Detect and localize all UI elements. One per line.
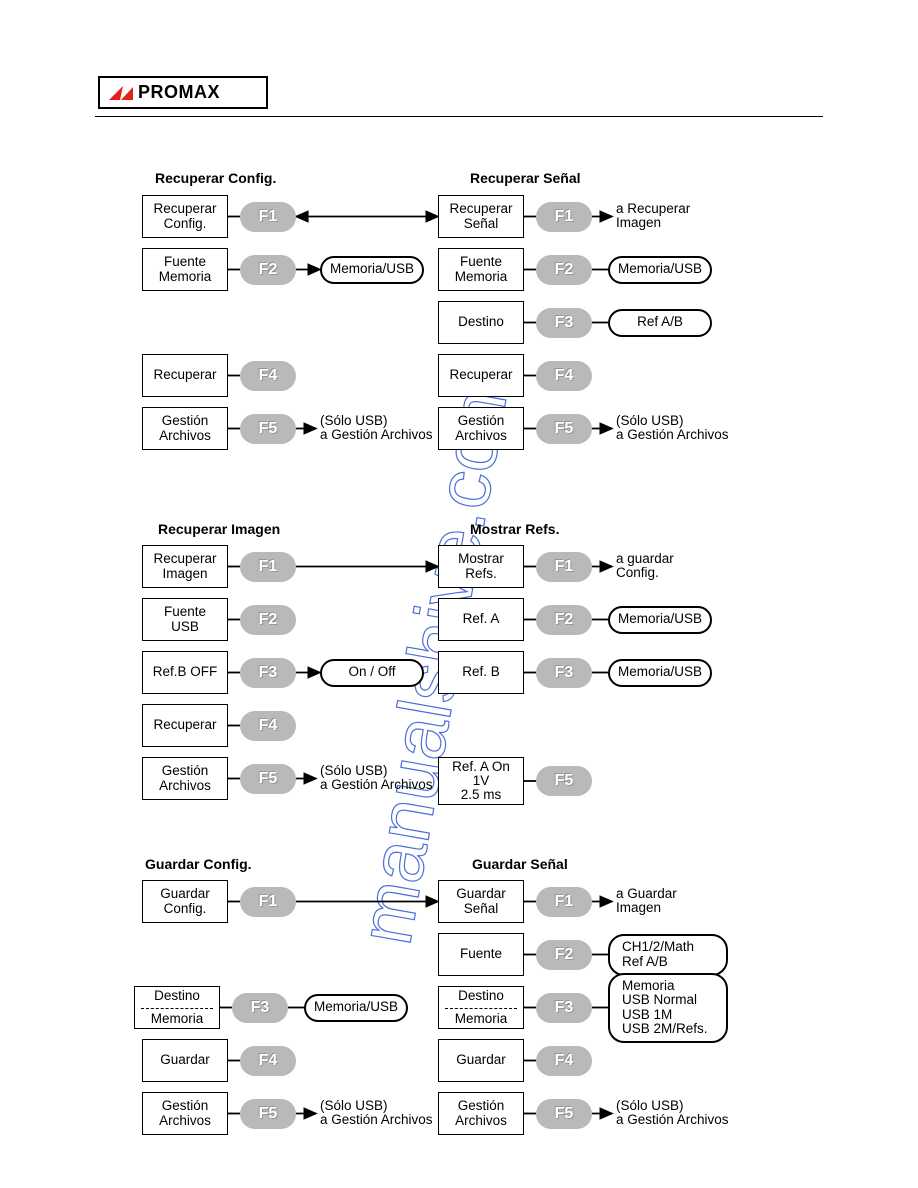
menu-box-guardar_senal-0: GuardarSeñal [438,880,524,923]
menu-box-recup_config-3: Recuperar [142,354,228,397]
fkey-f1[interactable]: F1 [240,887,296,917]
fkey-f4[interactable]: F4 [536,361,592,391]
fkey-f2[interactable]: F2 [536,605,592,635]
menu-box-recup_imagen-4: GestiónArchivos [142,757,228,800]
fkey-f4[interactable]: F4 [240,1046,296,1076]
annotation: a guardarConfig. [616,552,674,582]
option-pill: Memoria/USB [304,994,408,1022]
option-pill: Memoria/USB [608,659,712,687]
menu-box-guardar_senal-1: Fuente [438,933,524,976]
fkey-f5[interactable]: F5 [240,764,296,794]
menu-box-mostrar_refs-2: Ref. B [438,651,524,694]
option-pill: Memoria/USB [608,606,712,634]
menu-box-recup_senal-1: FuenteMemoria [438,248,524,291]
fkey-f5[interactable]: F5 [536,766,592,796]
option-pill: MemoriaUSB NormalUSB 1MUSB 2M/Refs. [608,973,728,1043]
fkey-f3[interactable]: F3 [536,308,592,338]
fkey-f3[interactable]: F3 [536,993,592,1023]
annotation: (Sólo USB)a Gestión Archivos [320,1099,433,1129]
section-title: Guardar Señal [472,856,568,872]
box-divider [445,1008,517,1009]
fkey-f4[interactable]: F4 [240,711,296,741]
option-pill: Ref A/B [608,309,712,337]
fkey-f1[interactable]: F1 [536,202,592,232]
menu-box-recup_imagen-1: FuenteUSB [142,598,228,641]
option-pill: CH1/2/MathRef A/B [608,934,728,976]
annotation: (Sólo USB)a Gestión Archivos [320,764,433,794]
menu-box-recup_senal-0: RecuperarSeñal [438,195,524,238]
menu-box-recup_imagen-2: Ref.B OFF [142,651,228,694]
menu-box-recup_config-1: FuenteMemoria [142,248,228,291]
fkey-f4[interactable]: F4 [240,361,296,391]
menu-box-mostrar_refs-4: Ref. A On1V2.5 ms [438,757,524,805]
fkey-f2[interactable]: F2 [240,605,296,635]
menu-box-recup_config-4: GestiónArchivos [142,407,228,450]
menu-box-guardar_senal-2: DestinoMemoria [438,986,524,1029]
section-title: Recuperar Señal [470,170,581,186]
menu-box-recup_senal-2: Destino [438,301,524,344]
section-title: Mostrar Refs. [470,521,559,537]
menu-box-recup_config-0: RecuperarConfig. [142,195,228,238]
menu-box-guardar_config-0: GuardarConfig. [142,880,228,923]
fkey-f5[interactable]: F5 [240,414,296,444]
annotation: (Sólo USB)a Gestión Archivos [616,1099,729,1129]
menu-box-guardar_config-2: DestinoMemoria [134,986,220,1029]
fkey-f2[interactable]: F2 [536,255,592,285]
menu-box-guardar_config-3: Guardar [142,1039,228,1082]
fkey-f1[interactable]: F1 [240,552,296,582]
fkey-f1[interactable]: F1 [240,202,296,232]
fkey-f5[interactable]: F5 [240,1099,296,1129]
fkey-f2[interactable]: F2 [536,940,592,970]
fkey-f5[interactable]: F5 [536,1099,592,1129]
fkey-f2[interactable]: F2 [240,255,296,285]
menu-box-recup_imagen-3: Recuperar [142,704,228,747]
section-title: Recuperar Config. [155,170,276,186]
option-pill: On / Off [320,659,424,687]
fkey-f1[interactable]: F1 [536,552,592,582]
section-title: Recuperar Imagen [158,521,280,537]
fkey-f5[interactable]: F5 [536,414,592,444]
annotation: (Sólo USB)a Gestión Archivos [616,414,729,444]
fkey-f3[interactable]: F3 [232,993,288,1023]
menu-box-recup_senal-3: Recuperar [438,354,524,397]
menu-box-guardar_senal-3: Guardar [438,1039,524,1082]
menu-box-guardar_config-4: GestiónArchivos [142,1092,228,1135]
section-title: Guardar Config. [145,856,252,872]
menu-box-guardar_senal-4: GestiónArchivos [438,1092,524,1135]
menu-box-recup_imagen-0: RecuperarImagen [142,545,228,588]
fkey-f4[interactable]: F4 [536,1046,592,1076]
box-divider [141,1008,213,1009]
annotation: a RecuperarImagen [616,202,690,232]
menu-box-mostrar_refs-0: MostrarRefs. [438,545,524,588]
option-pill: Memoria/USB [608,256,712,284]
option-pill: Memoria/USB [320,256,424,284]
annotation: a GuardarImagen [616,887,677,917]
fkey-f3[interactable]: F3 [536,658,592,688]
menu-box-recup_senal-4: GestiónArchivos [438,407,524,450]
fkey-f3[interactable]: F3 [240,658,296,688]
menu-box-mostrar_refs-1: Ref. A [438,598,524,641]
annotation: (Sólo USB)a Gestión Archivos [320,414,433,444]
fkey-f1[interactable]: F1 [536,887,592,917]
